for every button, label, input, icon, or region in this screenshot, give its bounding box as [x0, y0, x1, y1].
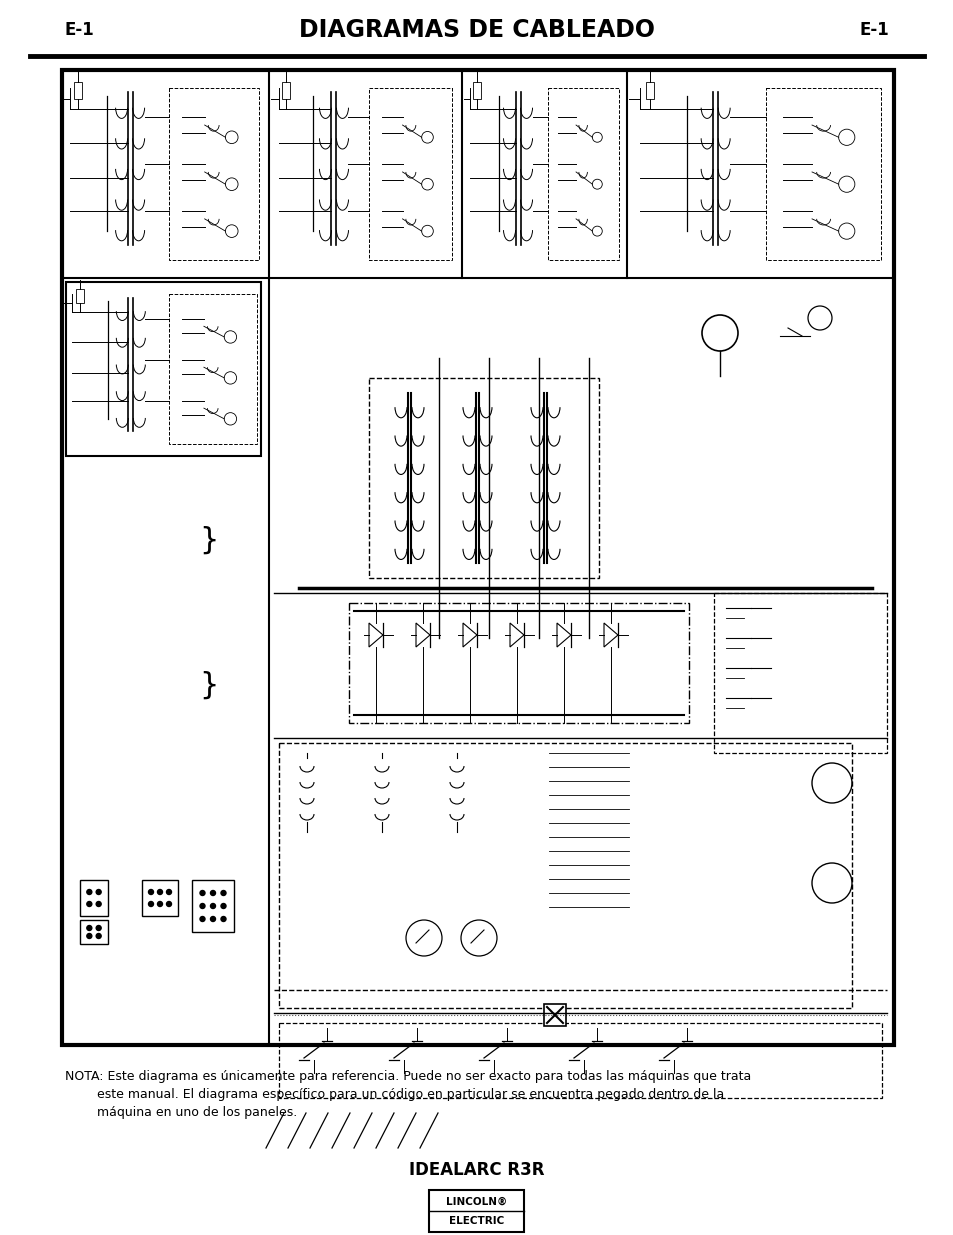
Circle shape [200, 890, 205, 895]
Bar [76, 289, 84, 303]
Circle shape [221, 904, 226, 909]
Circle shape [87, 925, 91, 930]
Circle shape [87, 934, 91, 939]
Text: ELECTRIC: ELECTRIC [449, 1215, 504, 1225]
Circle shape [211, 916, 215, 921]
Circle shape [87, 902, 91, 906]
Bar [80, 881, 108, 916]
Text: máquina en uno de los paneles.: máquina en uno de los paneles. [65, 1107, 297, 1119]
Circle shape [200, 916, 205, 921]
Bar [429, 1191, 524, 1233]
Circle shape [167, 889, 172, 894]
Bar [192, 881, 233, 932]
Circle shape [221, 916, 226, 921]
Text: IDEALARC R3R: IDEALARC R3R [409, 1161, 544, 1179]
Circle shape [96, 925, 101, 930]
Bar [62, 70, 893, 1045]
Circle shape [200, 904, 205, 909]
Text: DIAGRAMAS DE CABLEADO: DIAGRAMAS DE CABLEADO [298, 19, 655, 42]
Bar [765, 89, 881, 259]
Bar [645, 83, 654, 99]
Circle shape [96, 889, 101, 894]
Bar [473, 83, 480, 99]
Circle shape [149, 902, 153, 906]
Text: LINCOLN®: LINCOLN® [446, 1197, 507, 1207]
Circle shape [167, 902, 172, 906]
Bar [142, 881, 178, 916]
Bar [369, 89, 452, 259]
Bar [713, 593, 886, 753]
Bar [278, 1023, 882, 1098]
Circle shape [87, 889, 91, 894]
Bar [66, 282, 261, 456]
Text: E-1: E-1 [65, 21, 94, 40]
Bar [80, 920, 108, 944]
Text: }: } [199, 526, 218, 555]
Bar [349, 603, 688, 722]
Circle shape [211, 904, 215, 909]
Bar [543, 1004, 565, 1026]
Bar [169, 294, 256, 443]
Circle shape [96, 902, 101, 906]
Bar [74, 83, 82, 99]
Bar [169, 89, 258, 259]
Text: este manual. El diagrama específico para un código en particular se encuentra pe: este manual. El diagrama específico para… [65, 1088, 723, 1100]
Bar [278, 743, 851, 1008]
Text: E-1: E-1 [859, 21, 888, 40]
Bar [369, 378, 598, 578]
Bar [547, 89, 618, 259]
Bar [282, 83, 290, 99]
Text: NOTA: Este diagrama es únicamente para referencia. Puede no ser exacto para toda: NOTA: Este diagrama es únicamente para r… [65, 1070, 750, 1083]
Text: }: } [199, 671, 218, 699]
Circle shape [221, 890, 226, 895]
Circle shape [157, 889, 162, 894]
Circle shape [149, 889, 153, 894]
Circle shape [96, 934, 101, 939]
Circle shape [211, 890, 215, 895]
Circle shape [157, 902, 162, 906]
